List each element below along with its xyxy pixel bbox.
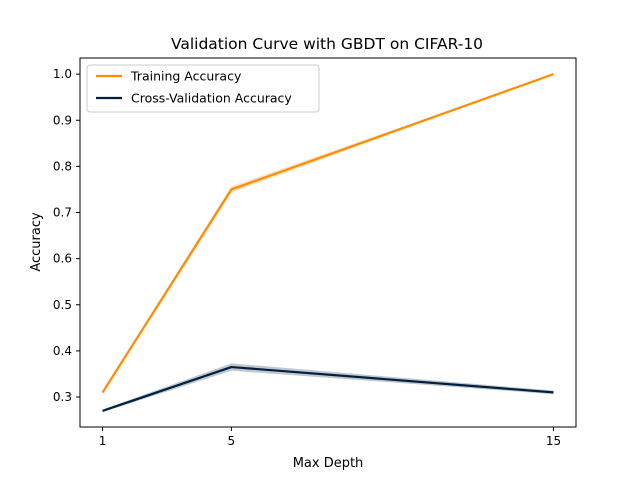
y-tick-label: 0.3	[53, 390, 72, 404]
series-0-point	[102, 391, 104, 393]
series-1-band	[102, 363, 554, 413]
y-tick-label: 0.7	[53, 206, 72, 220]
confidence-bands	[102, 74, 554, 413]
y-axis-label: Accuracy	[29, 212, 44, 272]
y-axis-ticks: 0.3 0.4 0.5 0.6 0.7 0.8 0.9 1.0	[53, 67, 80, 404]
x-axis-ticks: 1 5 15	[99, 427, 561, 448]
legend: Training Accuracy Cross-Validation Accura…	[86, 64, 320, 113]
plot-area-frame	[79, 57, 577, 428]
x-tick-label: 15	[546, 434, 561, 448]
series-0-point	[552, 73, 554, 75]
y-tick-label: 0.6	[53, 252, 72, 266]
series-1-point	[230, 366, 232, 368]
y-tick-label: 0.5	[53, 298, 72, 312]
x-tick-label: 5	[228, 434, 236, 448]
series-lines	[101, 73, 554, 412]
legend-label-1: Cross-Validation Accuracy	[131, 91, 292, 106]
series-0-line	[101, 73, 554, 393]
series-1-line	[102, 365, 554, 412]
series-1-point	[552, 391, 554, 393]
chart-title: Validation Curve with GBDT on CIFAR-10	[171, 35, 483, 53]
y-tick-label: 0.9	[53, 113, 72, 127]
legend-items: Training Accuracy Cross-Validation Accura…	[96, 69, 292, 106]
x-axis-label: Max Depth	[293, 456, 364, 471]
y-tick-label: 1.0	[53, 67, 72, 81]
y-tick-label: 0.4	[53, 344, 72, 358]
series-1-point	[102, 410, 104, 412]
legend-label-0: Training Accuracy	[130, 69, 242, 84]
y-tick-label: 0.8	[53, 159, 72, 173]
legend-box	[86, 64, 320, 113]
series-0-point	[230, 188, 232, 190]
x-tick-label: 1	[99, 434, 107, 448]
